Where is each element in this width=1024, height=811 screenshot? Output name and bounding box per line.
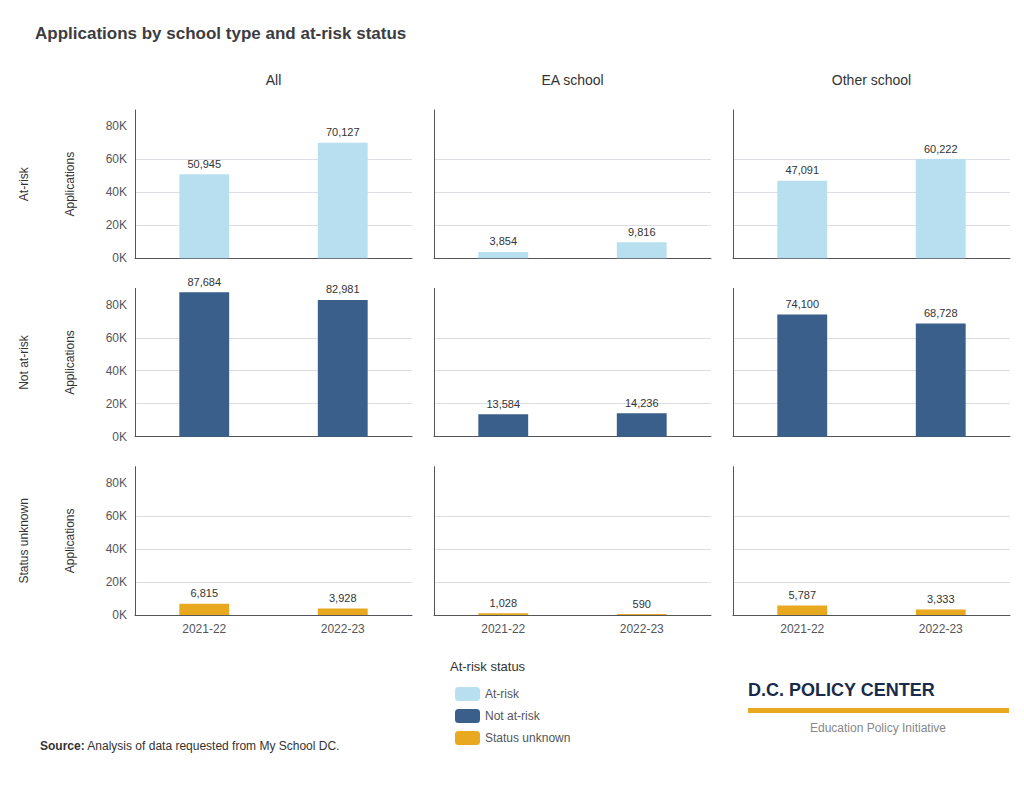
svg-text:D.C. POLICY CENTER: D.C. POLICY CENTER <box>748 680 935 700</box>
svg-text:60K: 60K <box>106 509 127 523</box>
svg-text:At-risk status: At-risk status <box>450 659 526 674</box>
svg-text:2022-23: 2022-23 <box>620 622 664 636</box>
svg-text:5,787: 5,787 <box>788 589 816 601</box>
svg-text:40K: 40K <box>106 364 127 378</box>
svg-text:47,091: 47,091 <box>785 164 819 176</box>
svg-text:Applications: Applications <box>63 508 77 573</box>
svg-text:60K: 60K <box>106 331 127 345</box>
svg-text:60K: 60K <box>106 152 127 166</box>
svg-text:14,236: 14,236 <box>625 397 659 409</box>
svg-text:Status unknown: Status unknown <box>485 731 570 745</box>
svg-text:Status unknown: Status unknown <box>17 498 31 583</box>
svg-text:0K: 0K <box>112 608 127 622</box>
svg-text:3,333: 3,333 <box>927 593 955 605</box>
svg-text:At-risk: At-risk <box>17 166 31 201</box>
svg-text:Not at-risk: Not at-risk <box>17 334 31 390</box>
svg-text:590: 590 <box>633 598 651 610</box>
svg-text:6,815: 6,815 <box>190 587 218 599</box>
svg-text:80K: 80K <box>106 119 127 133</box>
svg-text:40K: 40K <box>106 185 127 199</box>
svg-text:Applications: Applications <box>63 330 77 395</box>
svg-text:2021-22: 2021-22 <box>780 622 824 636</box>
svg-text:82,981: 82,981 <box>326 283 360 295</box>
svg-text:Source:: Source: <box>40 739 85 753</box>
svg-text:70,127: 70,127 <box>326 126 360 138</box>
svg-text:13,584: 13,584 <box>486 398 520 410</box>
svg-text:Not at-risk: Not at-risk <box>485 709 541 723</box>
svg-text:2022-23: 2022-23 <box>919 622 963 636</box>
svg-text:80K: 80K <box>106 476 127 490</box>
svg-text:EA school: EA school <box>541 72 603 88</box>
svg-text:Applications: Applications <box>63 152 77 217</box>
svg-text:60,222: 60,222 <box>924 143 958 155</box>
svg-text:All: All <box>266 72 282 88</box>
svg-text:3,928: 3,928 <box>329 592 357 604</box>
svg-text:0K: 0K <box>112 430 127 444</box>
svg-text:2021-22: 2021-22 <box>481 622 525 636</box>
svg-text:20K: 20K <box>106 218 127 232</box>
svg-text:50,945: 50,945 <box>187 158 221 170</box>
svg-text:1,028: 1,028 <box>489 597 517 609</box>
svg-text:Analysis of data requested fro: Analysis of data requested from My Schoo… <box>85 739 340 753</box>
svg-text:20K: 20K <box>106 397 127 411</box>
svg-text:Education Policy Initiative: Education Policy Initiative <box>810 721 946 735</box>
svg-text:At-risk: At-risk <box>485 687 520 701</box>
svg-text:0K: 0K <box>112 251 127 265</box>
svg-text:74,100: 74,100 <box>785 298 819 310</box>
svg-text:9,816: 9,816 <box>628 226 656 238</box>
svg-text:40K: 40K <box>106 542 127 556</box>
svg-text:2022-23: 2022-23 <box>321 622 365 636</box>
svg-text:3,854: 3,854 <box>489 235 517 247</box>
svg-text:2021-22: 2021-22 <box>182 622 226 636</box>
svg-text:68,728: 68,728 <box>924 307 958 319</box>
svg-text:80K: 80K <box>106 298 127 312</box>
svg-text:20K: 20K <box>106 575 127 589</box>
svg-text:87,684: 87,684 <box>187 276 221 288</box>
svg-text:Applications by school type an: Applications by school type and at-risk … <box>35 24 406 43</box>
svg-text:Other school: Other school <box>832 72 911 88</box>
